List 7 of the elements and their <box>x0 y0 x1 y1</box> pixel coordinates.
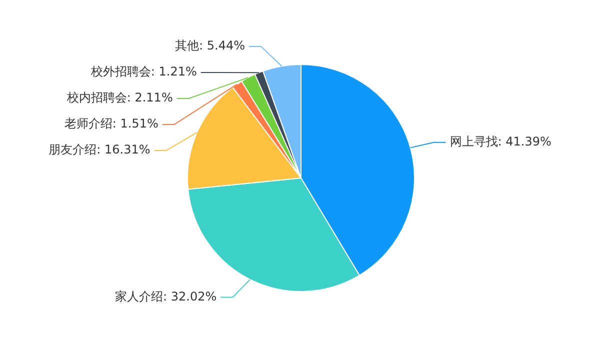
slice-label: 校外招聘会: 1.21% <box>90 64 197 79</box>
slice-label: 朋友介绍: 16.31% <box>48 142 150 157</box>
slice-label: 老师介绍: 1.51% <box>64 116 158 131</box>
slice-label: 其他: 5.44% <box>175 38 246 53</box>
slice-label: 家人介绍: 32.02% <box>115 289 217 304</box>
slice-label: 网上寻找: 41.39% <box>450 134 552 148</box>
slice-label: 校内招聘会: 2.11% <box>66 90 173 105</box>
